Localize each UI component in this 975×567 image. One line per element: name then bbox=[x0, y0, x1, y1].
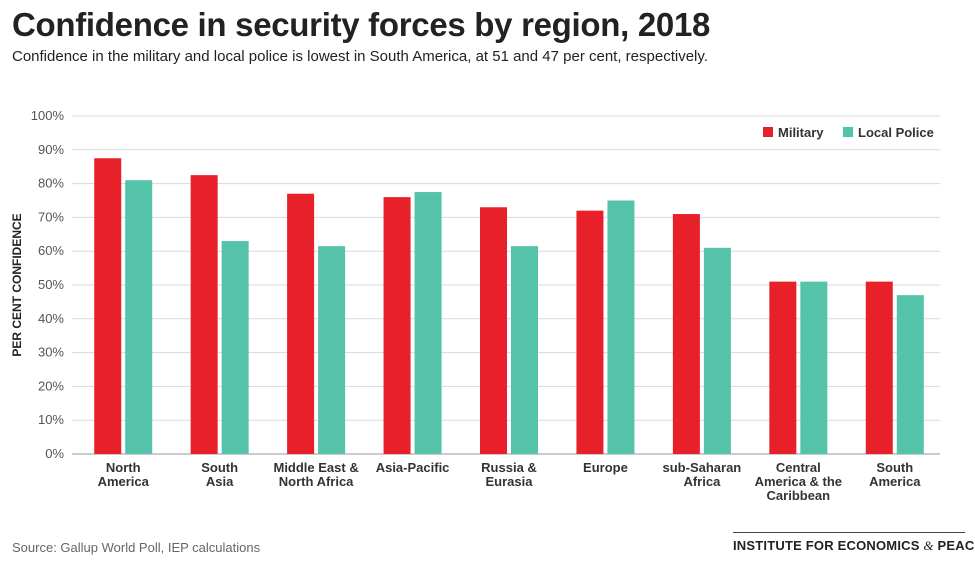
police-bar bbox=[800, 281, 828, 454]
bars bbox=[94, 158, 924, 455]
legend-military-label: Military bbox=[778, 125, 824, 140]
y-tick-label: 90% bbox=[38, 142, 64, 157]
military-bar bbox=[576, 210, 604, 454]
category-label: sub-Saharan Africa bbox=[663, 460, 742, 489]
category-label: Asia-Pacific bbox=[376, 460, 450, 475]
police-bar bbox=[703, 247, 731, 454]
y-tick-label: 10% bbox=[38, 412, 64, 427]
category-label: South America bbox=[869, 460, 921, 489]
y-axis-ticks: 0% 10% 20% 30% 40% 50% 60% 70% 80% 90% 100% bbox=[31, 108, 65, 461]
y-tick-label: 50% bbox=[38, 277, 64, 292]
category-label: South Asia bbox=[201, 460, 238, 489]
police-bar bbox=[414, 192, 442, 455]
chart-subtitle: Confidence in the military and local pol… bbox=[12, 48, 708, 65]
police-bar bbox=[607, 200, 635, 454]
military-bar bbox=[769, 281, 797, 454]
legend: Military Local Police bbox=[763, 125, 934, 140]
source-note: Source: Gallup World Poll, IEP calculati… bbox=[12, 540, 261, 555]
logo-text-main: INSTITUTE FOR ECONOMICS bbox=[733, 538, 920, 553]
y-tick-label: 70% bbox=[38, 209, 64, 224]
legend-police-label: Local Police bbox=[858, 125, 934, 140]
military-bar bbox=[865, 281, 893, 454]
military-bar bbox=[672, 214, 700, 454]
legend-police-swatch bbox=[843, 127, 853, 137]
military-bar bbox=[94, 158, 122, 454]
iep-logo: INSTITUTE FOR ECONOMICS & PEACE bbox=[733, 532, 975, 554]
military-bar bbox=[287, 193, 315, 455]
police-bar bbox=[511, 246, 538, 454]
y-tick-label: 100% bbox=[31, 108, 65, 123]
y-tick-label: 30% bbox=[38, 345, 64, 360]
military-bar bbox=[383, 197, 411, 454]
logo-text-end: PEACE bbox=[937, 538, 975, 553]
police-bar bbox=[221, 241, 249, 454]
y-tick-label: 80% bbox=[38, 176, 64, 191]
police-bar bbox=[896, 295, 924, 454]
category-label: Middle East & North Africa bbox=[273, 460, 358, 489]
chart-title: Confidence in security forces by region,… bbox=[12, 6, 711, 43]
military-bar bbox=[480, 207, 507, 454]
police-bar bbox=[318, 246, 346, 454]
logo-ampersand: & bbox=[923, 538, 934, 553]
police-bar bbox=[125, 180, 153, 454]
y-tick-label: 0% bbox=[45, 446, 64, 461]
legend-military-swatch bbox=[763, 127, 773, 137]
y-axis-label: PER CENT CONFIDENCE bbox=[10, 213, 24, 356]
category-label: Russia & Eurasia bbox=[481, 460, 537, 489]
military-bar bbox=[190, 175, 218, 454]
category-labels: North America South Asia Middle East & North … bbox=[98, 460, 922, 503]
y-tick-label: 60% bbox=[38, 243, 64, 258]
category-label: North America bbox=[98, 460, 150, 489]
category-label: Europe bbox=[583, 460, 628, 475]
category-label: Central America & the Caribbean bbox=[755, 460, 842, 503]
y-tick-label: 40% bbox=[38, 311, 64, 326]
y-tick-label: 20% bbox=[38, 378, 64, 393]
